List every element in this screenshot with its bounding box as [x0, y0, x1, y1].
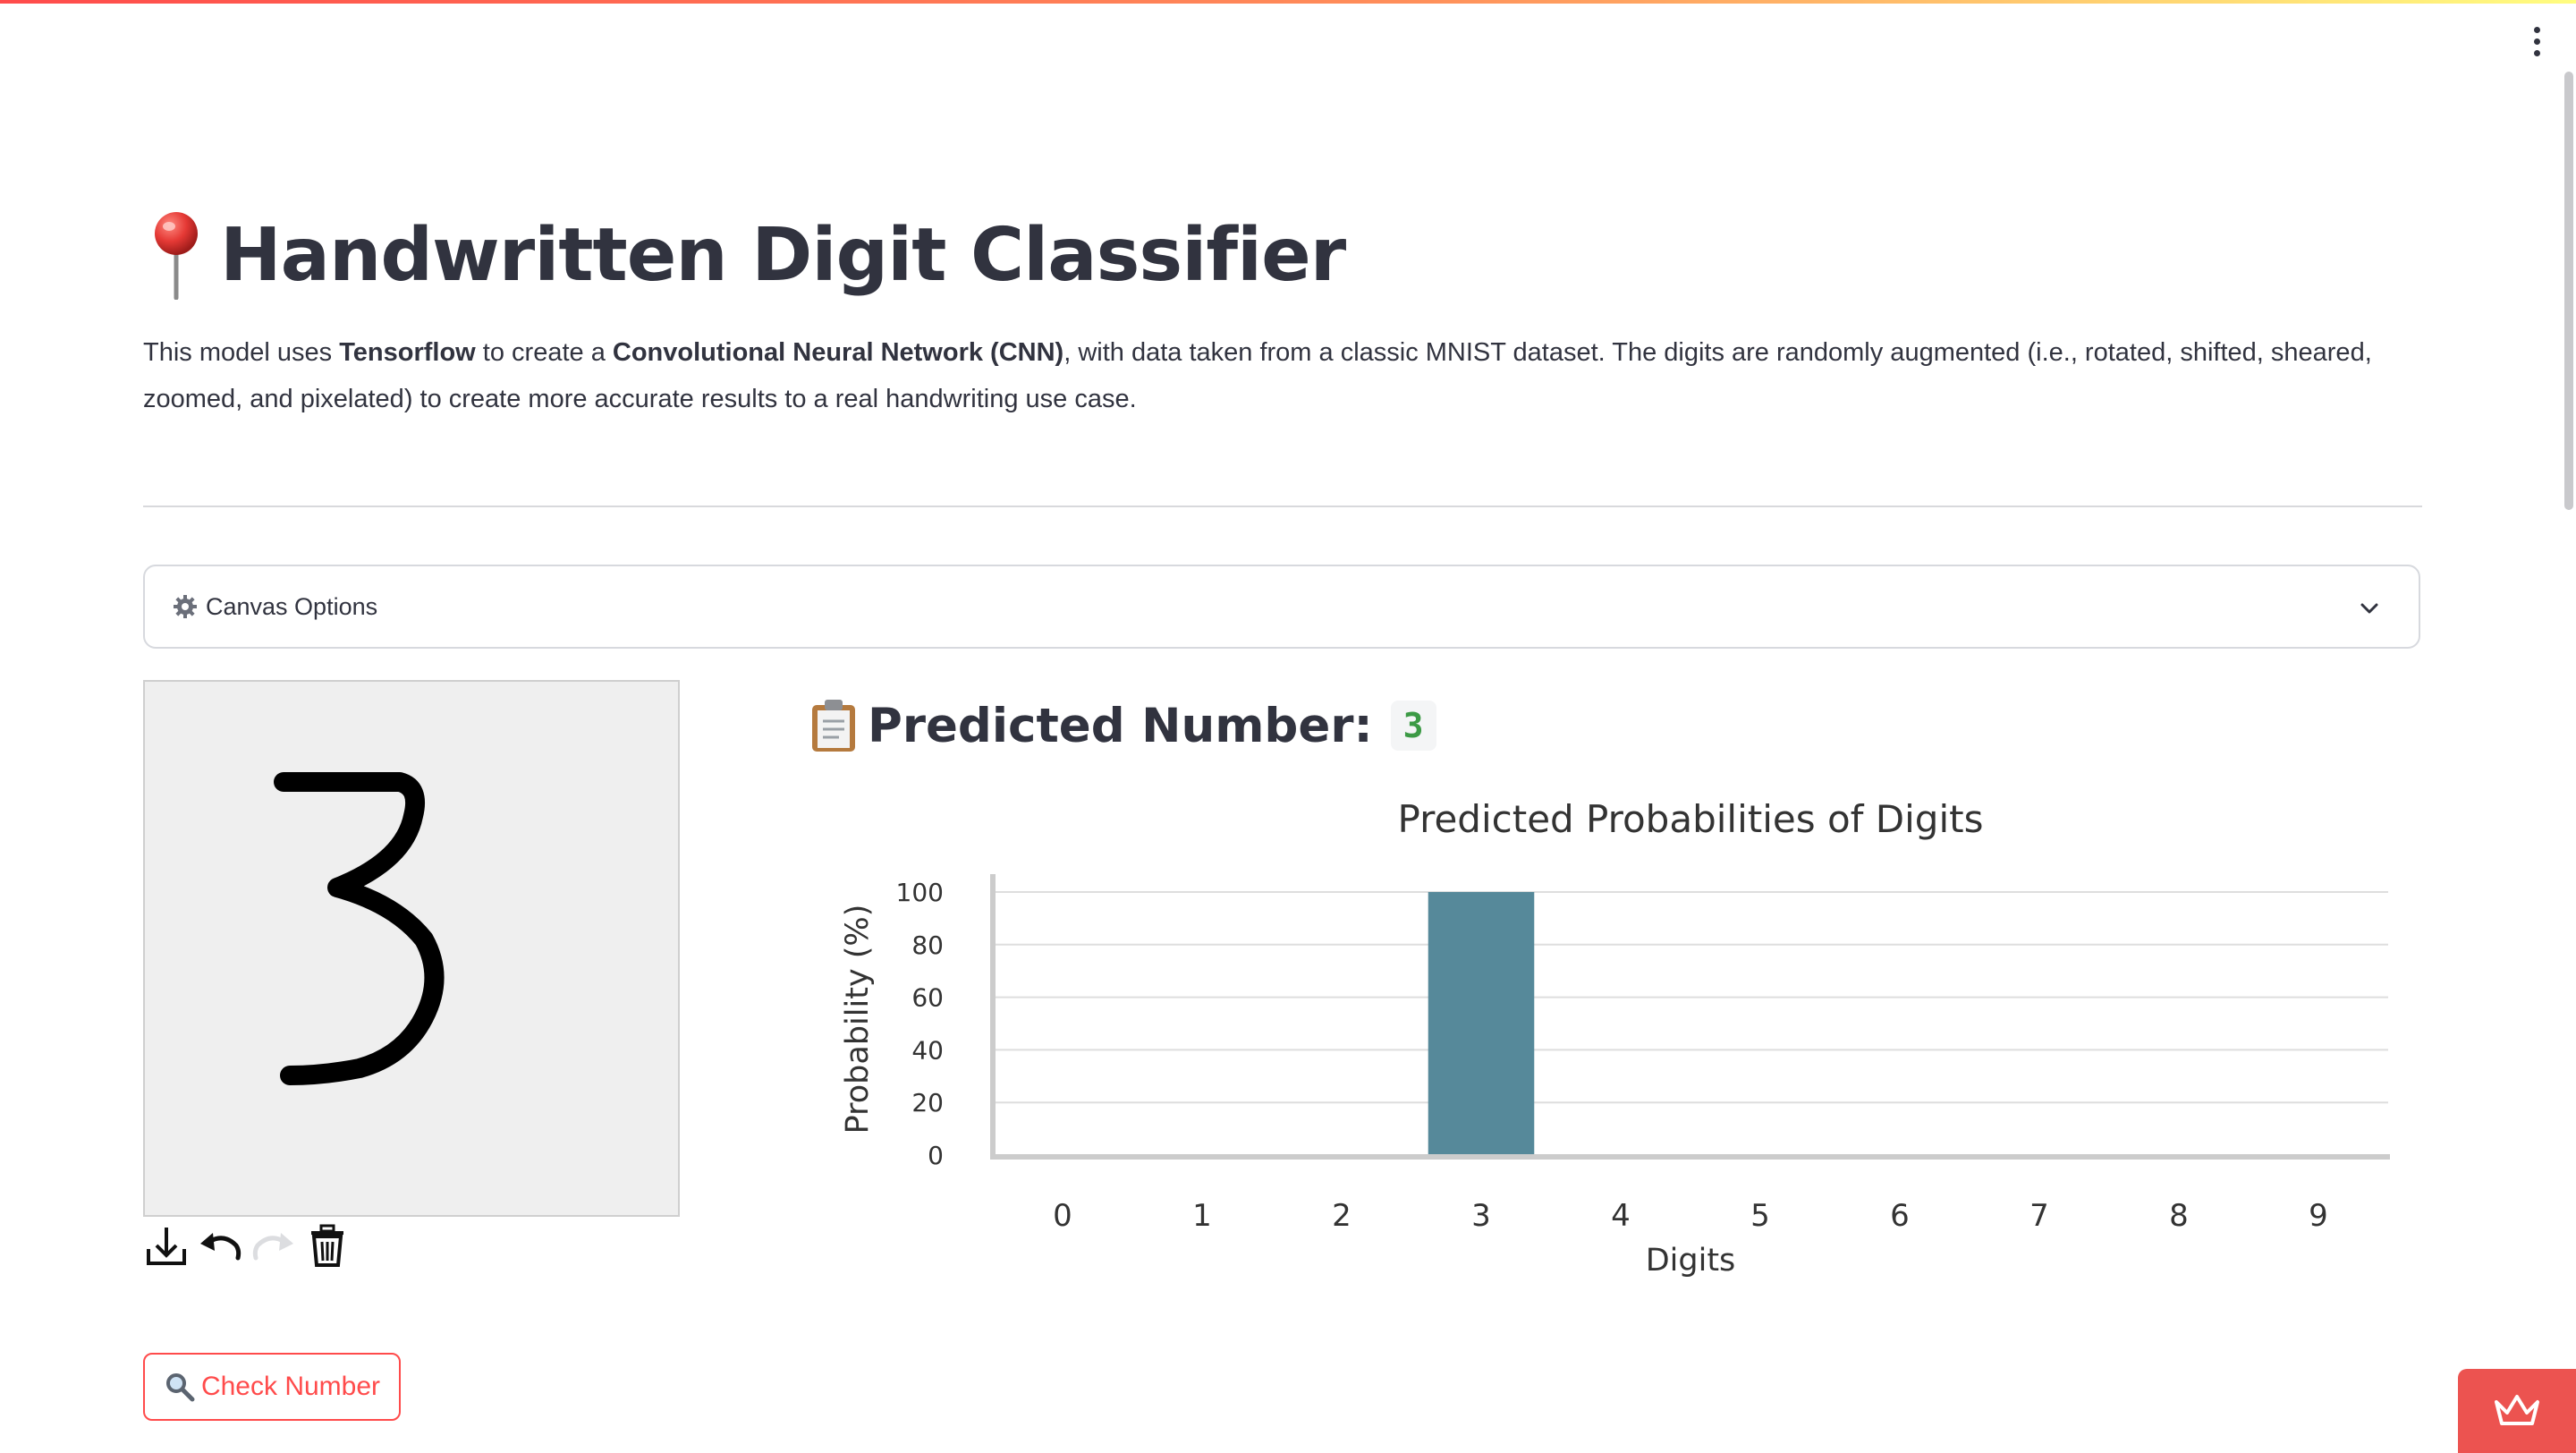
chart-y-tick-label: 20 — [911, 1088, 944, 1117]
section-divider — [143, 506, 2422, 507]
chart-x-axis-label: Digits — [1646, 1243, 1736, 1279]
menu-dot — [2533, 26, 2540, 33]
chart-bar — [1428, 892, 1535, 1155]
menu-dot — [2533, 49, 2540, 56]
chart-y-tick-label: 60 — [911, 983, 944, 1013]
intro-text: , with data taken from a classic MNIST d… — [143, 338, 2372, 413]
redo-icon[interactable] — [250, 1222, 297, 1269]
prediction-heading: Predicted Number: 3 — [809, 689, 1436, 762]
intro-bold-tensorflow: Tensorflow — [339, 338, 476, 367]
chart-x-tick-label: 7 — [2029, 1198, 2049, 1234]
chart-y-tick-label: 100 — [896, 878, 944, 907]
page-title-text: Handwritten Digit Classifier — [220, 212, 1346, 298]
gear-icon — [174, 595, 197, 618]
intro-text: to create a — [475, 338, 613, 367]
intro-paragraph: This model uses Tensorflow to create a C… — [143, 329, 2433, 422]
expander-label: Canvas Options — [206, 592, 378, 620]
canvas-options-expander[interactable]: Canvas Options — [143, 565, 2420, 649]
chart-x-tick-label: 4 — [1611, 1198, 1631, 1234]
chevron-down-icon — [2360, 603, 2378, 614]
clipboard-icon — [812, 700, 855, 752]
trash-icon[interactable] — [304, 1222, 351, 1269]
page-title: Handwritten Digit Classifier — [143, 199, 1346, 311]
scrollbar-thumb[interactable] — [2564, 72, 2573, 510]
chart-y-tick-label: 80 — [911, 930, 944, 960]
chart-x-tick-label: 8 — [2169, 1198, 2189, 1234]
page-scrollbar[interactable] — [2562, 0, 2576, 1453]
streamlit-badge[interactable] — [2458, 1369, 2576, 1453]
intro-text: This model uses — [143, 338, 340, 367]
intro-bold-cnn: Convolutional Neural Network (CNN) — [612, 338, 1064, 367]
drawing-canvas[interactable] — [143, 680, 680, 1217]
chart-x-tick-label: 1 — [1192, 1198, 1212, 1234]
main-menu-button[interactable] — [2521, 23, 2553, 59]
canvas-drawing — [274, 772, 445, 1085]
download-icon[interactable] — [143, 1222, 190, 1269]
chart-y-axis-label: Probability (%) — [840, 905, 876, 1134]
chart-axes — [990, 874, 2390, 1160]
probability-bar-chart: Predicted Probabilities of Digits 020406… — [840, 797, 2390, 1279]
undo-icon[interactable] — [197, 1222, 243, 1269]
chart-y-tick-label: 40 — [911, 1035, 944, 1065]
chart-x-tick-label: 3 — [1471, 1198, 1491, 1234]
canvas-toolbar — [143, 1222, 351, 1269]
chart-gridlines — [993, 891, 2388, 1104]
check-number-label: Check Number — [200, 1372, 381, 1401]
chart-x-tick-label: 0 — [1053, 1198, 1072, 1234]
chart-x-tick-label: 9 — [2309, 1198, 2328, 1234]
chart-title: Predicted Probabilities of Digits — [1398, 797, 1984, 841]
magnifier-icon — [165, 1373, 195, 1402]
chart-x-tick-label: 6 — [1890, 1198, 1910, 1234]
chart-ticks: 0 20 40 60 80 100 0 1 2 3 4 5 6 7 8 9 — [896, 878, 2328, 1234]
chart-y-tick-label: 0 — [928, 1141, 944, 1170]
top-decoration-bar — [0, 0, 2576, 4]
menu-dot — [2533, 38, 2540, 45]
predicted-number-value: 3 — [1390, 701, 1436, 751]
chart-bars — [1428, 892, 1535, 1155]
round-pushpin-icon — [155, 212, 198, 300]
drawn-digit-stroke — [274, 772, 445, 1085]
chart-x-tick-label: 2 — [1332, 1198, 1352, 1234]
chart-x-tick-label: 5 — [1750, 1198, 1770, 1234]
check-number-button[interactable]: Check Number — [143, 1353, 401, 1421]
prediction-label: Predicted Number: — [868, 698, 1373, 753]
crown-icon — [2495, 1395, 2539, 1425]
